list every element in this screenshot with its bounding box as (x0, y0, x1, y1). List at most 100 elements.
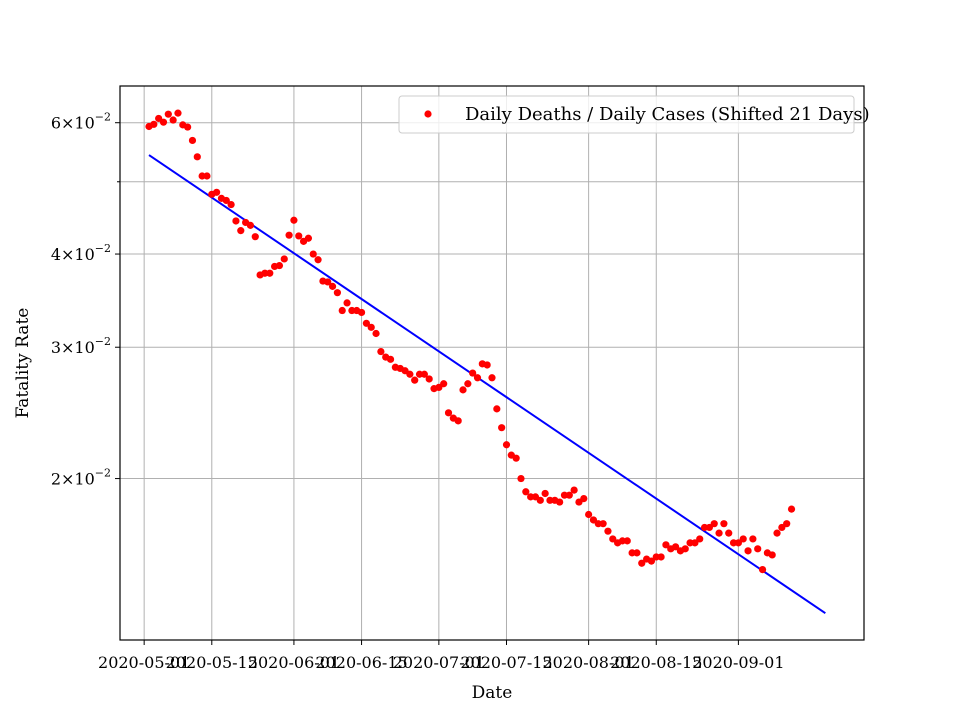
grid (120, 86, 864, 640)
data-point (425, 375, 433, 383)
data-point (585, 510, 593, 519)
data-point (367, 323, 375, 331)
data-point (150, 120, 158, 128)
data-point (309, 250, 317, 258)
data-point (237, 227, 245, 235)
data-point (377, 347, 385, 356)
data-point (580, 495, 588, 503)
data-point (734, 539, 742, 547)
data-point (696, 535, 704, 543)
data-point (184, 123, 192, 131)
data-point (406, 370, 414, 378)
data-point (536, 496, 544, 504)
axes-frame (119, 85, 865, 641)
x-tick-label: 2020-06-01 (248, 653, 340, 672)
data-point (749, 535, 757, 543)
data-point (444, 409, 453, 417)
data-point (324, 278, 332, 286)
data-point (459, 386, 467, 394)
data-point (174, 109, 182, 117)
data-point (725, 529, 733, 537)
data-point (304, 234, 313, 242)
data-point (502, 441, 511, 449)
data-point (440, 380, 448, 388)
x-axis-label: Date (472, 683, 513, 703)
data-point (469, 369, 477, 377)
data-point (488, 374, 496, 382)
data-point (386, 355, 395, 363)
data-point (280, 255, 288, 263)
data-point (671, 543, 680, 551)
data-point (541, 489, 549, 498)
y-tick-label: 4×10−2 (51, 242, 111, 264)
data-point (227, 200, 235, 209)
data-point (604, 527, 612, 535)
data-point (213, 188, 221, 196)
data-point (681, 545, 689, 553)
trend-line (148, 154, 826, 614)
plot-area (145, 109, 826, 614)
data-point (517, 474, 525, 483)
legend-marker (424, 110, 432, 118)
data-point (454, 417, 462, 425)
x-tick-label: 2020-05-15 (166, 653, 258, 672)
data-point (159, 118, 168, 126)
data-point (783, 520, 791, 528)
data-point (662, 541, 670, 549)
data-point (512, 454, 520, 462)
data-point (164, 110, 172, 118)
data-point (372, 329, 380, 338)
data-point (188, 136, 197, 145)
data-point (266, 269, 274, 277)
data-point (483, 361, 491, 369)
data-point (705, 523, 714, 532)
data-point (744, 547, 752, 555)
data-point (357, 308, 366, 317)
x-tick-label: 2020-05-01 (98, 653, 190, 672)
data-point (290, 216, 298, 224)
legend-label: Daily Deaths / Daily Cases (Shifted 21 D… (465, 104, 870, 125)
data-point (203, 172, 211, 180)
data-point (314, 256, 322, 264)
data-point (633, 549, 641, 557)
data-point (193, 153, 201, 161)
data-point (715, 529, 723, 537)
data-point (599, 520, 607, 528)
data-point (411, 376, 419, 384)
y-tick-label: 2×10−2 (51, 467, 111, 489)
data-point (169, 116, 177, 124)
data-point (155, 114, 163, 123)
data-point (710, 520, 718, 528)
data-point (343, 299, 351, 307)
data-point (498, 424, 506, 432)
x-tick-label: 2020-07-15 (460, 653, 552, 672)
data-point (758, 565, 767, 574)
data-point (623, 537, 631, 545)
data-point (285, 231, 293, 239)
data-point (522, 488, 530, 496)
y-tick-label: 3×10−2 (51, 335, 111, 357)
data-point (473, 374, 482, 382)
data-point (420, 370, 428, 378)
data-point (222, 196, 230, 205)
x-tick-label: 2020-09-01 (692, 653, 784, 672)
x-tick-label: 2020-08-15 (610, 653, 702, 672)
x-tick-label: 2020-07-01 (393, 653, 485, 672)
data-point (691, 539, 699, 547)
data-point (787, 505, 796, 513)
data-point (768, 551, 776, 559)
data-point (773, 529, 781, 537)
x-tick-label: 2020-06-15 (315, 653, 407, 672)
data-point (638, 559, 646, 567)
legend-box (398, 95, 855, 134)
data-point (570, 486, 578, 494)
x-tick-label: 2020-08-01 (542, 653, 634, 672)
ticks: 2020-05-012020-05-152020-06-012020-06-15… (51, 111, 785, 672)
y-axis-label: Fatality Rate (13, 308, 33, 419)
data-point (328, 282, 337, 290)
data-point (295, 232, 303, 240)
data-point (739, 535, 747, 543)
data-point (565, 491, 573, 499)
data-point (493, 405, 501, 413)
